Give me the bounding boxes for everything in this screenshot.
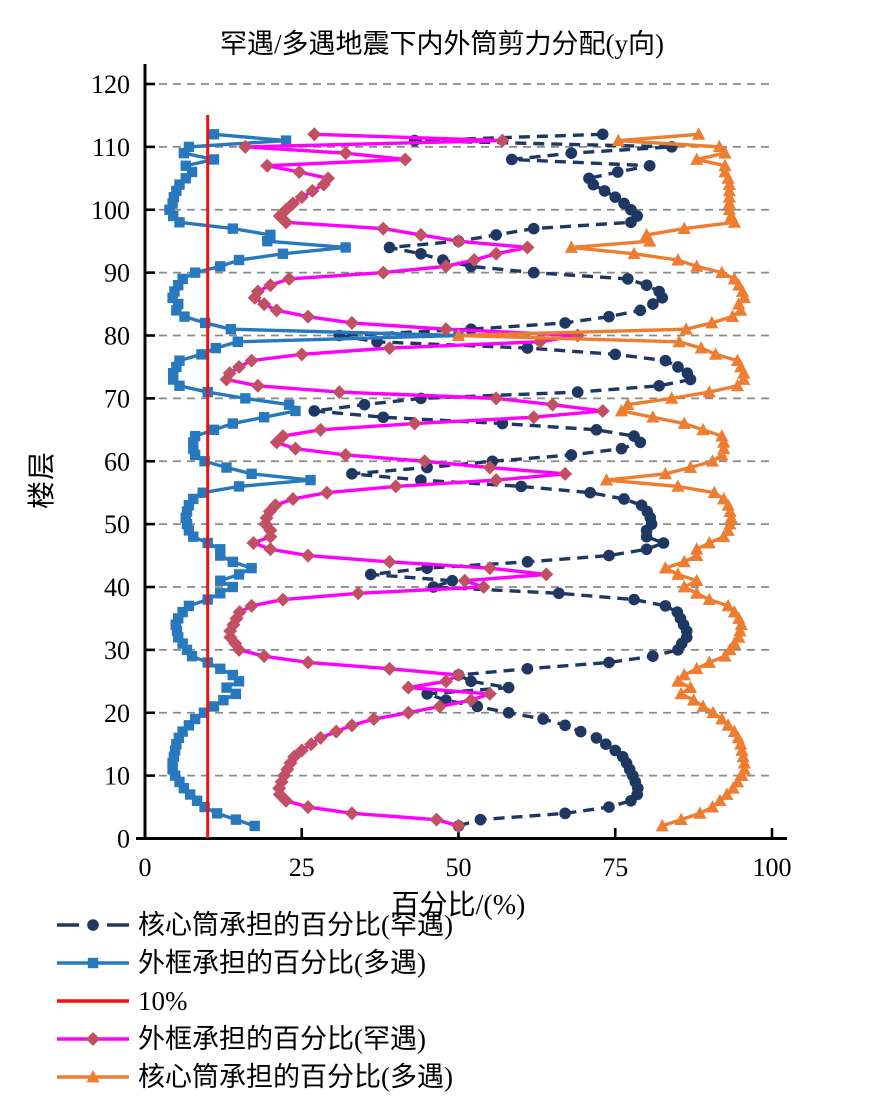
y-tick-label: 100 <box>91 196 130 225</box>
x-tick-label: 50 <box>446 853 472 882</box>
legend: 核心筒承担的百分比(罕遇) 外框承担的百分比(多遇) 10% 外框承担的百分比(… <box>55 906 453 1096</box>
legend-sample-core-frequent <box>57 1070 129 1083</box>
y-tick-label: 90 <box>104 259 130 288</box>
y-tick-label: 110 <box>92 133 130 162</box>
chart-title: 罕遇/多遇地震下内外筒剪力分配(y向) <box>220 29 664 59</box>
x-tick-label: 0 <box>139 853 152 882</box>
legend-label-core-rare: 核心筒承担的百分比(罕遇) <box>138 909 453 940</box>
y-tick-label: 40 <box>104 573 130 602</box>
y-tick-label: 60 <box>104 447 130 476</box>
legend-label-10pct: 10% <box>138 985 188 1016</box>
legend-sample-10pct <box>57 999 129 1003</box>
legend-item-core-frequent: 核心筒承担的百分比(多遇) <box>55 1058 453 1096</box>
y-tick-label: 80 <box>104 322 130 351</box>
series-frame-rare <box>219 127 610 833</box>
x-tick-label: 75 <box>602 853 628 882</box>
legend-label-core-frequent: 核心筒承担的百分比(多遇) <box>138 1061 453 1092</box>
series-core-rare <box>308 128 697 832</box>
legend-item-10pct-reference: 10% <box>55 982 453 1020</box>
y-tick-label: 120 <box>91 70 130 99</box>
legend-sample-core-rare <box>57 919 129 931</box>
x-tick-label: 100 <box>753 853 792 882</box>
y-tick-label: 10 <box>104 762 130 791</box>
y-tick-label: 30 <box>104 636 130 665</box>
plot-area: 0 10 20 30 40 50 60 70 80 90 100 110 120 0 25 50 75 100 <box>91 64 792 882</box>
legend-item-frame-rare: 外框承担的百分比(罕遇) <box>55 1020 453 1058</box>
y-tick-label: 20 <box>104 699 130 728</box>
legend-item-frame-frequent: 外框承担的百分比(多遇) <box>55 944 453 982</box>
legend-item-core-rare: 核心筒承担的百分比(罕遇) <box>55 906 453 944</box>
legend-sample-frame-frequent <box>57 957 129 969</box>
legend-sample-frame-rare <box>57 1032 129 1046</box>
y-tick-label: 70 <box>104 384 130 413</box>
y-tick-label: 0 <box>117 825 130 854</box>
x-axis-title: 百分比/(%) <box>391 890 526 921</box>
y-tick-label: 50 <box>104 510 130 539</box>
x-tick-label: 25 <box>289 853 315 882</box>
legend-label-frame-frequent: 外框承担的百分比(多遇) <box>138 947 426 978</box>
series-core-frequent <box>451 127 752 832</box>
legend-label-frame-rare: 外框承担的百分比(罕遇) <box>138 1023 426 1054</box>
axes: 0 10 20 30 40 50 60 70 80 90 100 110 120 0 25 50 75 100 <box>91 64 792 882</box>
